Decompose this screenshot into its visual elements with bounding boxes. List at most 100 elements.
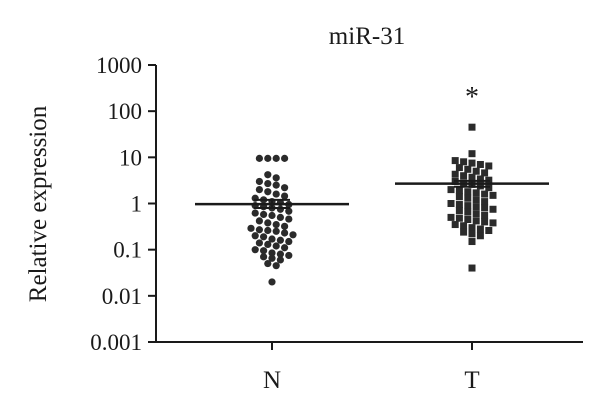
data-point-T [472,189,480,197]
data-point-T [455,207,463,215]
data-point-T [476,232,484,240]
data-point-N [260,210,268,219]
y-tick-label: 10 [119,145,142,170]
data-point-T [447,200,455,207]
data-point-T [472,203,480,211]
data-point-T [468,264,476,272]
data-point-T [468,173,476,181]
significance-marker: * [465,82,479,113]
data-point-T [455,187,463,195]
data-point-N [255,217,263,225]
data-point-T [472,196,480,204]
data-point-N [264,259,272,268]
data-point-T [451,221,459,229]
y-tick-label: 1 [131,192,143,217]
data-point-N [276,205,284,213]
data-point-N [251,232,259,240]
data-point-T [460,222,468,230]
y-axis-label: Relative expression [25,105,52,302]
data-point-N [272,242,280,250]
data-point-N [264,179,272,188]
data-point-T [464,165,472,173]
y-tick-label: 100 [108,99,143,124]
mean-sem-bars [195,179,549,209]
data-point-N [264,219,272,227]
data-point-T [472,167,480,175]
data-point-N [264,154,272,162]
data-point-T [468,159,476,167]
data-point-T [481,169,489,177]
data-point-N [285,251,293,260]
data-point-N [289,231,297,239]
data-point-N [281,222,289,230]
data-point-T [472,210,480,218]
y-tick-label: 0.001 [90,330,142,355]
data-point-N [255,177,263,186]
data-point-T [460,158,468,166]
data-point-T [481,198,489,206]
data-point-N [281,184,289,192]
data-point-T [481,218,489,226]
data-point-N [272,220,280,229]
chart-title: miR-31 [329,23,405,50]
data-point-N [268,249,276,257]
data-point-N [260,233,268,241]
data-point-T [476,160,484,168]
data-point-N [264,226,272,235]
annotations: * [465,82,479,113]
data-point-N [268,211,276,220]
y-tick-label: 1000 [96,53,142,78]
data-point-T [447,213,455,221]
data-point-T [481,211,489,219]
data-point-N [285,207,293,215]
data-point-N [264,171,272,179]
data-point-T [489,219,497,227]
data-point-N [272,174,280,182]
data-point-T [460,172,468,180]
data-point-N [276,250,284,258]
data-point-N [255,154,263,162]
data-point-T [455,214,463,222]
data-point-N [260,253,268,261]
data-point-T [481,204,489,212]
data-point-N [268,235,276,243]
data-point-N [272,181,280,189]
data-point-N [276,213,284,221]
data-point-N [268,254,276,262]
data-point-T [476,225,484,233]
data-point-N [276,256,284,264]
data-point-T [472,217,480,225]
data-point-N [281,154,289,162]
data-point-N [281,192,289,200]
data-point-N [281,229,289,237]
data-point-T [468,238,476,246]
data-point-T [464,188,472,196]
data-point-N [251,209,259,217]
data-point-T [451,170,459,178]
data-point-N [272,154,280,162]
data-point-T [447,186,455,194]
data-point-N [285,215,293,223]
data-point-T [464,194,472,202]
data-point-T [464,208,472,216]
data-point-N [272,262,280,270]
data-point-T [464,202,472,210]
data-point-T [468,123,476,131]
data-point-T [476,175,484,183]
data-point-T [455,201,463,209]
data-point-N [281,244,289,252]
data-point-N [276,236,284,244]
y-ticks: 0.001 0.01 0.1 1 10 100 1000 [90,53,156,355]
data-point-N [285,237,293,246]
data-point-T [489,205,497,213]
data-point-N [272,227,280,235]
data-point-T [460,228,468,236]
data-point-T [451,157,459,165]
data-point-T [481,190,489,198]
data-point-N [264,240,272,249]
data-point-N [247,224,255,232]
x-tick-label: T [464,367,479,394]
data-point-T [455,164,463,172]
